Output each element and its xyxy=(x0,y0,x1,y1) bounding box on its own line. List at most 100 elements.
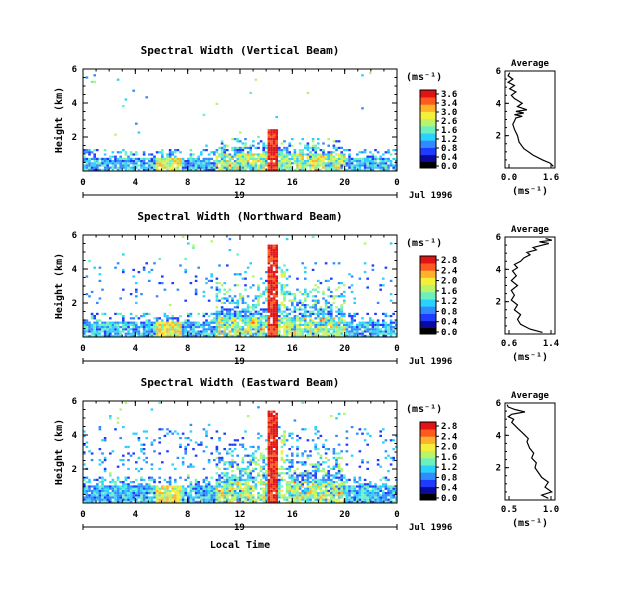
heatmap-cell xyxy=(272,255,276,258)
heatmap-cell xyxy=(267,290,271,293)
heatmap-cell xyxy=(179,500,182,503)
heatmap-cell xyxy=(278,319,281,322)
heatmap-cell xyxy=(379,323,382,326)
heatmap-cell xyxy=(361,326,364,329)
heatmap-cell xyxy=(98,168,102,171)
heatmap-cell xyxy=(233,295,237,298)
heatmap-cell xyxy=(111,478,115,481)
heatmap-cell xyxy=(343,326,346,329)
heatmap-cell xyxy=(270,146,273,149)
heatmap-cell xyxy=(275,478,278,481)
heatmap-cell xyxy=(288,492,291,495)
heatmap-cell xyxy=(166,157,169,160)
heatmap-cell xyxy=(239,153,242,156)
heatmap-cell xyxy=(90,500,94,503)
heatmap-cell xyxy=(356,494,359,497)
heatmap-cell xyxy=(184,321,187,324)
heatmap-cell xyxy=(304,326,307,329)
profile-title: Average xyxy=(511,225,550,235)
heatmap-cell xyxy=(304,153,307,156)
heatmap-cell xyxy=(322,474,325,477)
heatmap-cell xyxy=(93,266,96,269)
heatmap-cell xyxy=(98,164,102,167)
heatmap-cell xyxy=(202,157,206,160)
heatmap-cell xyxy=(197,323,200,326)
heatmap-cell xyxy=(317,487,320,490)
heatmap-cell xyxy=(345,332,349,335)
heatmap-cell xyxy=(205,330,208,333)
heatmap-cell xyxy=(202,494,206,497)
heatmap-cell xyxy=(252,452,255,455)
heatmap-cell xyxy=(275,472,278,475)
heatmap-cell xyxy=(223,432,226,435)
heatmap-cell xyxy=(155,323,159,326)
heatmap-cell xyxy=(291,474,294,477)
heatmap-cell xyxy=(257,481,260,484)
colorbar-segment xyxy=(420,443,436,452)
heatmap-cell xyxy=(376,323,380,326)
heatmap-cell xyxy=(96,166,99,169)
heatmap-cell xyxy=(337,487,341,490)
heatmap-cell xyxy=(96,485,99,488)
heatmap-cell xyxy=(293,160,297,163)
heatmap-cell xyxy=(298,299,302,302)
heatmap-cell xyxy=(314,496,317,499)
heatmap-cell xyxy=(267,481,271,484)
heatmap-cell xyxy=(220,321,224,324)
heatmap-cell xyxy=(330,492,333,495)
heatmap-cell xyxy=(98,463,102,466)
heatmap-cell xyxy=(366,321,369,324)
heatmap-cell xyxy=(249,321,252,324)
heatmap-cell xyxy=(337,160,341,163)
heatmap-cell xyxy=(288,500,291,503)
heatmap-cell xyxy=(267,448,271,451)
heatmap-cell xyxy=(306,146,310,149)
heatmap-cell xyxy=(348,157,351,160)
heatmap-cell xyxy=(267,330,271,333)
heatmap-cell xyxy=(259,494,263,497)
heatmap-cell xyxy=(166,168,169,171)
heatmap-cell xyxy=(135,323,138,326)
heatmap-cell xyxy=(350,290,354,293)
heatmap-cell xyxy=(96,478,99,481)
heatmap-cell xyxy=(332,448,336,451)
heatmap-cell xyxy=(137,271,141,274)
heatmap-cell xyxy=(236,164,239,167)
heatmap-cell xyxy=(257,445,260,448)
heatmap-cell xyxy=(335,461,338,464)
heatmap-cell xyxy=(194,321,198,324)
heatmap-cell xyxy=(259,323,263,326)
heatmap-cell xyxy=(140,166,143,169)
heatmap-cell xyxy=(93,168,96,171)
heatmap-cell xyxy=(285,162,289,165)
heatmap-cell xyxy=(129,487,133,490)
heatmap-cell xyxy=(371,487,375,490)
heatmap-cell xyxy=(244,319,247,322)
heatmap-cell xyxy=(145,498,148,501)
heatmap-cell xyxy=(259,277,263,280)
heatmap-cell xyxy=(311,496,315,499)
heatmap-cell xyxy=(233,478,237,481)
heatmap-cell xyxy=(153,487,156,490)
heatmap-cell xyxy=(319,454,323,457)
heatmap-cell xyxy=(309,319,312,322)
heatmap-cell xyxy=(317,142,320,145)
heatmap-cell xyxy=(280,496,284,499)
heatmap-cell xyxy=(270,450,273,453)
colorbar-frame xyxy=(419,421,437,501)
heatmap-cell xyxy=(291,323,294,326)
heatmap-cell xyxy=(127,166,130,169)
x-tick-label: 0 xyxy=(80,510,85,520)
heatmap-cell xyxy=(285,168,289,171)
heatmap-cell xyxy=(184,257,187,260)
heatmap-cell xyxy=(272,284,276,287)
heatmap-cell xyxy=(275,304,278,307)
heatmap-cell xyxy=(379,284,382,287)
heatmap-cell xyxy=(213,153,216,156)
heatmap-cell xyxy=(267,162,271,165)
heatmap-cell xyxy=(278,151,281,154)
heatmap-cell xyxy=(311,485,315,488)
heatmap-cell xyxy=(304,166,307,169)
heatmap-cell xyxy=(228,330,232,333)
heatmap-cell xyxy=(246,315,250,318)
